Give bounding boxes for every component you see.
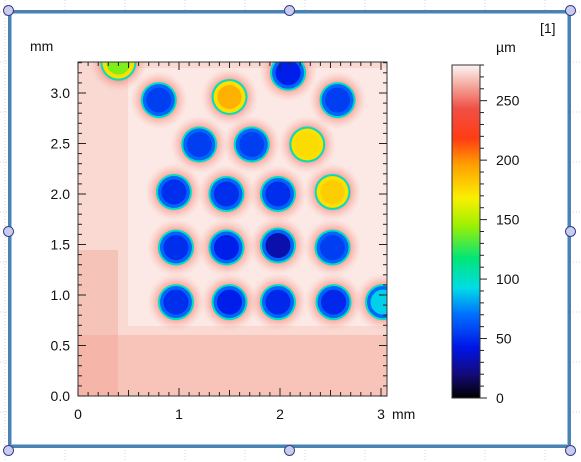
pit-floor bbox=[213, 181, 239, 207]
pit-marker bbox=[248, 216, 307, 275]
pit-floor bbox=[213, 235, 239, 261]
colorbar-tick-label: 150 bbox=[496, 212, 520, 228]
x-tick-label: 2 bbox=[276, 406, 284, 422]
pit-marker bbox=[222, 115, 281, 174]
heatmap-plot-area bbox=[78, 62, 387, 396]
colorbar-tick-label: 100 bbox=[496, 271, 520, 287]
y-axis-unit: mm bbox=[30, 38, 53, 54]
pit-marker bbox=[197, 165, 256, 223]
plot-border bbox=[77, 61, 388, 397]
colorbar-tick-label: 200 bbox=[496, 152, 520, 168]
pit-marker bbox=[303, 218, 362, 277]
pit-floor bbox=[186, 132, 212, 158]
y-tick-label: 2.0 bbox=[51, 186, 71, 202]
pit-floor bbox=[163, 289, 189, 315]
x-axis: 0 1 2 3 bbox=[74, 62, 385, 422]
y-tick-label: 3.0 bbox=[51, 85, 71, 101]
pit-floor bbox=[161, 179, 187, 205]
colorbar-tick-label: 50 bbox=[496, 331, 512, 347]
pit-floor bbox=[265, 233, 291, 259]
surface-lower-band bbox=[78, 335, 387, 396]
pit-floor bbox=[217, 289, 242, 315]
pit-floor bbox=[320, 235, 346, 261]
pit-marker bbox=[259, 62, 318, 102]
pit-marker bbox=[170, 115, 229, 174]
colorbar-tick-label: 250 bbox=[496, 93, 520, 109]
y-tick-label: 1.0 bbox=[51, 287, 71, 303]
resize-handle-bottom-left[interactable] bbox=[2, 444, 14, 456]
pit-marker bbox=[200, 68, 259, 127]
colorbar-unit: µm bbox=[496, 39, 516, 55]
pit-floor bbox=[320, 179, 345, 204]
resize-handle-right[interactable] bbox=[564, 225, 576, 237]
pit-marker bbox=[354, 273, 387, 332]
colorbar-tick-label: 0 bbox=[496, 390, 504, 406]
y-axis: 0.0 0.5 1.0 1.5 2.0 2.5 3.0 bbox=[51, 62, 387, 404]
pit-floor bbox=[146, 87, 172, 113]
y-tick-label: 1.5 bbox=[51, 237, 71, 253]
pit-marker bbox=[144, 162, 203, 221]
resize-handle-top-right[interactable] bbox=[564, 4, 576, 16]
chart-index-label: [1] bbox=[540, 20, 556, 36]
pit-marker bbox=[248, 165, 307, 223]
pit-floor bbox=[325, 87, 351, 113]
y-tick-label: 2.5 bbox=[51, 136, 71, 152]
pit-floor bbox=[106, 62, 131, 75]
pit-marker bbox=[129, 71, 188, 130]
pit-marker bbox=[304, 273, 363, 332]
y-tick-label: 0.5 bbox=[51, 338, 71, 354]
pit-marker bbox=[197, 218, 256, 277]
resize-handle-bottom-right[interactable] bbox=[564, 444, 576, 456]
pit-floor bbox=[295, 132, 320, 157]
pit-floor bbox=[239, 132, 265, 158]
x-axis-unit: mm bbox=[392, 406, 415, 422]
x-tick-label: 0 bbox=[74, 406, 82, 422]
x-tick-label: 3 bbox=[377, 406, 385, 422]
surface-left-band bbox=[78, 250, 118, 396]
pit-marker bbox=[146, 218, 205, 277]
pit-floor bbox=[265, 181, 291, 207]
pit-floor bbox=[265, 289, 291, 315]
colorbar bbox=[451, 64, 481, 399]
resize-handle-top[interactable] bbox=[283, 4, 295, 16]
resize-handle-top-left[interactable] bbox=[2, 4, 14, 16]
pit-floor bbox=[321, 289, 347, 315]
pit-floor bbox=[217, 85, 242, 110]
pit-marker bbox=[278, 115, 337, 174]
resize-handle-left[interactable] bbox=[2, 225, 14, 237]
pit-floor bbox=[275, 62, 301, 86]
pit-marker bbox=[89, 62, 148, 92]
pit-floor bbox=[370, 289, 387, 315]
resize-handle-bottom[interactable] bbox=[283, 444, 295, 456]
pit-floor bbox=[163, 235, 189, 261]
pit-marker bbox=[248, 273, 307, 332]
pit-marker bbox=[200, 273, 259, 332]
pit-marker bbox=[303, 162, 362, 221]
pit-marker bbox=[146, 273, 205, 332]
colorbar-axis: 0 50 100 150 200 250 bbox=[480, 64, 520, 406]
pit-marker bbox=[308, 71, 367, 130]
x-tick-label: 1 bbox=[175, 406, 183, 422]
y-tick-label: 0.0 bbox=[51, 388, 71, 404]
